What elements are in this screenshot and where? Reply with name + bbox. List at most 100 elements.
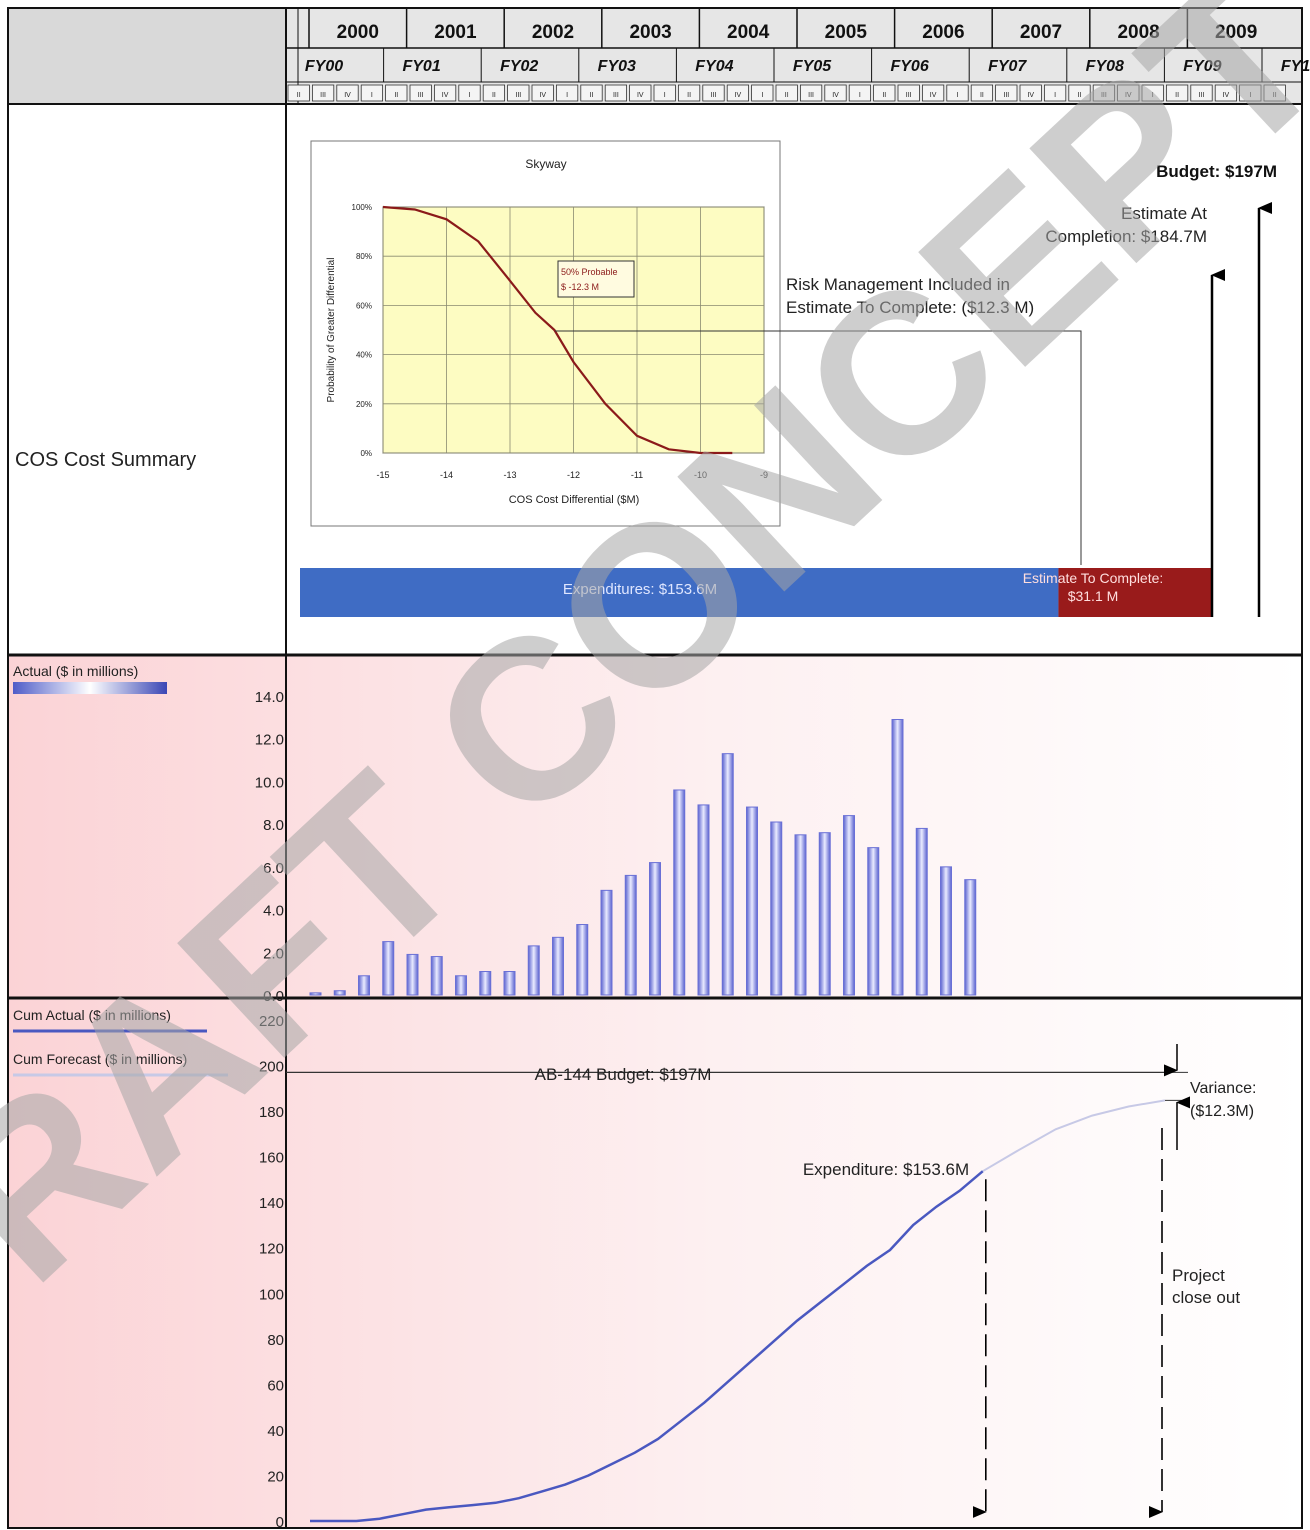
actual-legend-swatch — [13, 682, 167, 694]
quarter-cell — [604, 84, 628, 102]
inset-title: Skyway — [525, 157, 566, 171]
quarter-cell — [385, 84, 408, 102]
quarter-label: I — [761, 92, 763, 99]
quarter-cell — [653, 84, 676, 102]
quarter-cell — [702, 84, 725, 102]
actual-bar — [576, 924, 589, 996]
cum-actual-legend-label: Cum Actual ($ in millions) — [13, 1007, 171, 1023]
actual-bar — [818, 832, 831, 996]
fiscal-year-label: FY07 — [988, 58, 1027, 75]
inset-x-tick: -10 — [694, 470, 707, 480]
skyway-inset-chart: Skyway -15 -14 -13 -12 -11 -10 -9 0% 20% 40% 60% 80… — [310, 140, 781, 527]
inset-x-axis-label: COS Cost Differential ($M) — [509, 494, 640, 506]
quarter-cell — [1092, 84, 1115, 102]
quarter-cell — [1190, 84, 1213, 102]
actual-bar — [891, 718, 904, 996]
quarter-cell — [775, 84, 798, 102]
year-label: 2006 — [922, 22, 964, 43]
cum-forecast-line — [982, 1099, 1166, 1173]
inset-annotation-line2: $ -12.3 M — [561, 282, 599, 292]
inset-y-tick: 60% — [356, 301, 372, 310]
quarter-cell — [897, 84, 920, 102]
cum-y-tick: 220 — [259, 1013, 284, 1030]
quarter-label: II — [882, 92, 886, 99]
bar-y-tick: 12.0 — [255, 732, 284, 749]
quarter-cell — [726, 84, 750, 102]
cum-y-tick: 100 — [259, 1286, 284, 1303]
quarter-cell — [873, 84, 896, 102]
quarter-cell — [678, 84, 701, 102]
expenditures-label: Expenditures: $153.6M — [563, 581, 717, 598]
variance-label-line1: Variance: — [1190, 1080, 1256, 1097]
actual-bar — [309, 992, 322, 996]
actual-bar — [867, 847, 880, 996]
year-label: 2008 — [1117, 22, 1159, 43]
closeout-label-line2: close out — [1172, 1288, 1240, 1307]
cos-row-label: COS Cost Summary — [15, 449, 196, 471]
actual-bar — [915, 827, 928, 996]
quarter-cell — [1263, 84, 1286, 102]
cum-y-tick: 200 — [259, 1059, 284, 1076]
quarter-cell — [970, 84, 994, 102]
actual-bar — [600, 889, 613, 996]
actual-bar — [843, 815, 855, 996]
risk-label-line1: Risk Management Included in — [786, 275, 1010, 294]
quarter-cell — [433, 84, 457, 102]
actual-bar — [455, 975, 467, 996]
actual-bar — [430, 956, 443, 996]
quarter-label: I — [664, 92, 666, 99]
inset-y-tick: 20% — [356, 400, 372, 409]
cum-y-tick: 0 — [276, 1514, 284, 1530]
actual-bar — [746, 806, 758, 996]
quarter-cell — [458, 84, 481, 102]
inset-y-tick: 80% — [356, 252, 372, 261]
quarter-label: IV — [832, 92, 839, 99]
actual-bar — [358, 975, 370, 996]
quarter-label: I — [1249, 92, 1251, 99]
inset-x-tick: -15 — [376, 470, 389, 480]
bar-y-tick: 0.0 — [263, 988, 284, 1005]
quarter-cell — [629, 84, 652, 102]
quarter-label: I — [1152, 92, 1154, 99]
quarter-cell — [482, 84, 506, 102]
fiscal-year-label: FY06 — [890, 58, 928, 75]
fiscal-year-label: FY00 — [305, 58, 343, 75]
fiscal-year-label: FY08 — [1086, 58, 1124, 75]
quarter-cell — [1019, 84, 1042, 102]
probability-curve — [382, 205, 733, 455]
quarter-cell — [1044, 84, 1067, 102]
quarter-label: III — [906, 92, 912, 99]
quarter-label: II — [1175, 92, 1179, 99]
cum-actual-line — [310, 1170, 984, 1523]
quarter-label: III — [1003, 92, 1009, 99]
quarter-cell — [336, 84, 359, 102]
actual-bar — [624, 874, 637, 996]
risk-connector-line — [555, 330, 1082, 565]
bar-y-tick: 2.0 — [263, 945, 284, 962]
budget-label: Budget: $197M — [1156, 162, 1277, 181]
cum-y-tick: 160 — [259, 1150, 284, 1167]
quarter-cell — [1239, 84, 1262, 102]
quarter-label: IV — [442, 92, 449, 99]
quarter-label: I — [957, 92, 959, 99]
quarter-label: I — [566, 92, 568, 99]
quarter-label: II — [1078, 92, 1082, 99]
expenditure-label: Expenditure: $153.6M — [803, 1160, 969, 1179]
quarter-cell — [507, 84, 530, 102]
timeline-header: 2000 2001 2002 2003 2004 2005 2006 2007 2008 2009… — [286, 8, 1310, 104]
fiscal-year-label: FY03 — [598, 58, 636, 75]
year-label: 2001 — [434, 22, 477, 43]
frame — [7, 7, 1303, 1529]
actual-bar — [406, 953, 419, 996]
inset-x-tick: -9 — [760, 470, 768, 480]
year-label: 2005 — [825, 22, 868, 43]
quarter-label: I — [859, 92, 861, 99]
cost-bar — [300, 568, 1212, 617]
actual-bar — [503, 971, 516, 996]
actual-bar — [770, 821, 783, 996]
quarter-label: II — [394, 92, 398, 99]
cum-y-tick: 80 — [267, 1332, 284, 1349]
expenditures-bar — [300, 568, 1059, 617]
inset-annotation-line1: 50% Probable — [561, 267, 618, 277]
